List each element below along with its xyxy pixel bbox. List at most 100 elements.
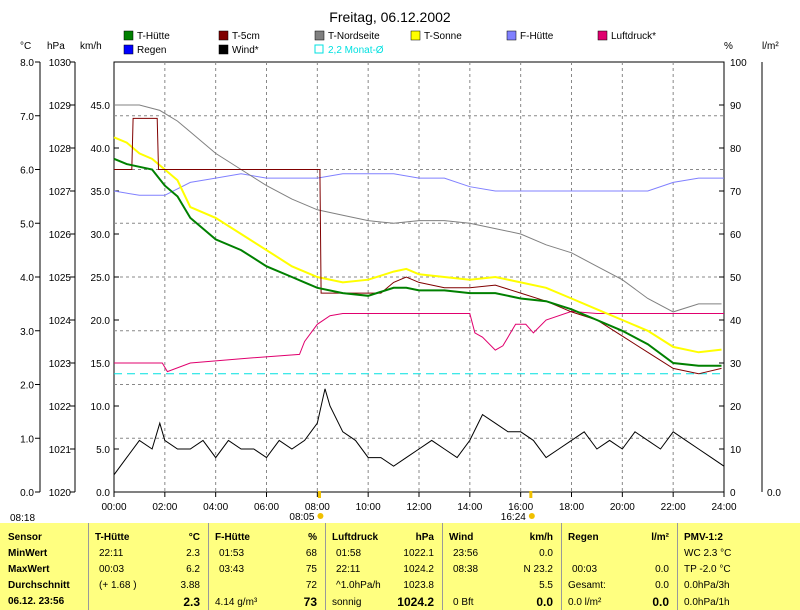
pressure-tick-label: 1023 (49, 359, 72, 370)
column-divider (561, 523, 562, 610)
regen-unit: l/m² (651, 532, 669, 543)
wind-min-time: 23:56 (453, 548, 479, 559)
wind-unit-label: km/h (80, 41, 102, 52)
humidity-tick-label: 100 (730, 58, 747, 69)
x-tick-label: 24:00 (711, 502, 736, 513)
legend-swatch-regen (123, 44, 134, 55)
humidity-tick-label: 10 (730, 445, 742, 456)
luftdruck-min: 1022.1 (403, 548, 434, 559)
chart-title: Freitag, 06.12.2002 (329, 9, 451, 25)
humidity-tick-label: 30 (730, 359, 742, 370)
sunset-marker (529, 491, 533, 498)
x-tick-label: 18:00 (559, 502, 584, 513)
f-huette-current: 73 (303, 595, 317, 609)
wind-tick-label: 25.0 (91, 273, 111, 284)
temp-tick-label: 8.0 (20, 58, 34, 69)
x-tick-label: 12:00 (406, 502, 431, 513)
legend-label-2-2-monat: 2,2 Monat-Ø (328, 45, 384, 56)
t-huette-header: T-Hütte (95, 532, 130, 543)
wind-tick-label: 10.0 (91, 402, 111, 413)
t-huette-unit: °C (188, 532, 200, 543)
wind-max-time: 08:38 (453, 564, 479, 575)
corner-time-label: 08:18 (10, 513, 35, 523)
legend-swatch-luftdruck (597, 30, 608, 41)
x-tick-label: 04:00 (203, 502, 228, 513)
wind-min: 0.0 (539, 548, 553, 559)
humidity-tick-label: 0 (730, 488, 736, 499)
humidity-tick-label: 50 (730, 273, 742, 284)
weather-chart: Freitag, 06.12.2002 T-Hütte T-5cm T-Nordse… (10, 9, 781, 523)
pmv-dewpoint: TP -2.0 °C (684, 564, 731, 575)
wind-tick-label: 40.0 (91, 144, 111, 155)
humidity-tick-label: 40 (730, 316, 742, 327)
rain-unit-label: l/m² (762, 41, 779, 52)
axes: 0.01.02.03.04.05.06.07.08.01020102110221… (20, 58, 781, 513)
t-huette-min-time: 22:11 (99, 548, 124, 559)
legend-swatch-wind (218, 44, 229, 55)
max-row-label: MaxWert (8, 564, 50, 575)
legend-swatch-t-h-tte (123, 30, 134, 41)
luftdruck-max-time: 22:11 (336, 564, 361, 575)
luftdruck-current: 1024.2 (397, 595, 434, 609)
sunset-dot (528, 513, 535, 519)
sensor-header: Sensor (8, 532, 42, 543)
regen-max: 0.0 (655, 564, 669, 575)
x-tick-label: 00:00 (101, 502, 126, 513)
rain-tick-label: 0.0 (767, 488, 781, 499)
f-huette-unit: % (308, 532, 317, 543)
x-tick-label: 22:00 (661, 502, 686, 513)
sunset-time-label: 16:24 (501, 512, 526, 523)
pressure-tick-label: 1021 (49, 445, 72, 456)
luftdruck-max: 1024.2 (403, 564, 434, 575)
avg-row-label: Durchschnitt (8, 580, 70, 591)
statistics-table: Sensor MinWert MaxWert Durchschnitt 06.1… (0, 523, 800, 610)
legend-label-t-5cm: T-5cm (232, 31, 260, 42)
f-huette-max: 75 (305, 564, 317, 575)
f-huette-min-time: 01:53 (219, 548, 245, 559)
temp-tick-label: 0.0 (20, 488, 34, 499)
legend-label-t-h-tte: T-Hütte (137, 31, 170, 42)
sun-markers: 08:05 16:24 (289, 491, 535, 523)
series-line-t-5cm (114, 117, 722, 375)
regen-total: 0.0 (655, 580, 669, 591)
pmv-column: PMV-1:2 WC 2.3 °C TP -2.0 °C 0.0hPa/3h 0… (678, 523, 800, 610)
luftdruck-trend: ^1.0hPa/h (336, 580, 381, 591)
temp-tick-label: 7.0 (20, 112, 34, 123)
regen-total-label: Gesamt: (568, 580, 606, 591)
wind-tick-label: 45.0 (91, 101, 111, 112)
min-row-label: MinWert (8, 548, 48, 559)
chart-legend: T-Hütte T-5cm T-Nordseite T-Sonne F-Hütte Luf… (123, 30, 656, 56)
legend-swatch-t-nordseite (314, 30, 325, 41)
regen-max-time: 00:03 (572, 564, 598, 575)
legend-label-f-h-tte: F-Hütte (520, 31, 554, 42)
humidity-tick-label: 90 (730, 101, 742, 112)
pressure-tick-label: 1024 (49, 316, 72, 327)
pmv-header: PMV-1:2 (684, 532, 723, 543)
pressure-tick-label: 1020 (49, 488, 72, 499)
pmv-windchill: WC 2.3 °C (684, 548, 732, 559)
sensor-column: Sensor MinWert MaxWert Durchschnitt 06.1… (0, 523, 88, 610)
legend-swatch-t-sonne (410, 30, 421, 41)
legend-swatch-t-5cm (218, 30, 229, 41)
axis-unit-labels: °C hPa km/h % l/m² (20, 41, 779, 52)
regen-current: 0.0 (652, 595, 669, 609)
legend-swatch-f-h-tte (506, 30, 517, 41)
f-huette-min: 68 (305, 548, 317, 559)
column-divider (88, 523, 89, 610)
temp-tick-label: 1.0 (20, 434, 34, 445)
t-huette-avg: 3.88 (180, 580, 200, 591)
luftdruck-avg: 1023.8 (403, 580, 434, 591)
wind-column: Wind km/h 23:56 0.0 08:38 N 23.2 5.5 0 B… (443, 523, 561, 610)
temp-tick-label: 5.0 (20, 219, 34, 230)
series-line-t-nordseite (114, 104, 722, 313)
wind-tick-label: 35.0 (91, 187, 111, 198)
f-huette-column: F-Hütte % 01:53 68 03:43 75 72 4.14 g/m³… (209, 523, 325, 610)
wind-avg: 5.5 (539, 580, 553, 591)
wind-tick-label: 20.0 (91, 316, 111, 327)
luftdruck-column: Luftdruck hPa 01:58 1022.1 22:11 1024.2 … (326, 523, 442, 610)
legend-swatch-2-2-monat (314, 44, 324, 54)
pressure-tick-label: 1022 (49, 402, 72, 413)
pressure-tick-label: 1026 (49, 230, 72, 241)
regen-column: Regen l/m² 00:03 0.0 Gesamt: 0.0 0.0 l/m… (562, 523, 677, 610)
temp-unit-label: °C (20, 41, 31, 52)
